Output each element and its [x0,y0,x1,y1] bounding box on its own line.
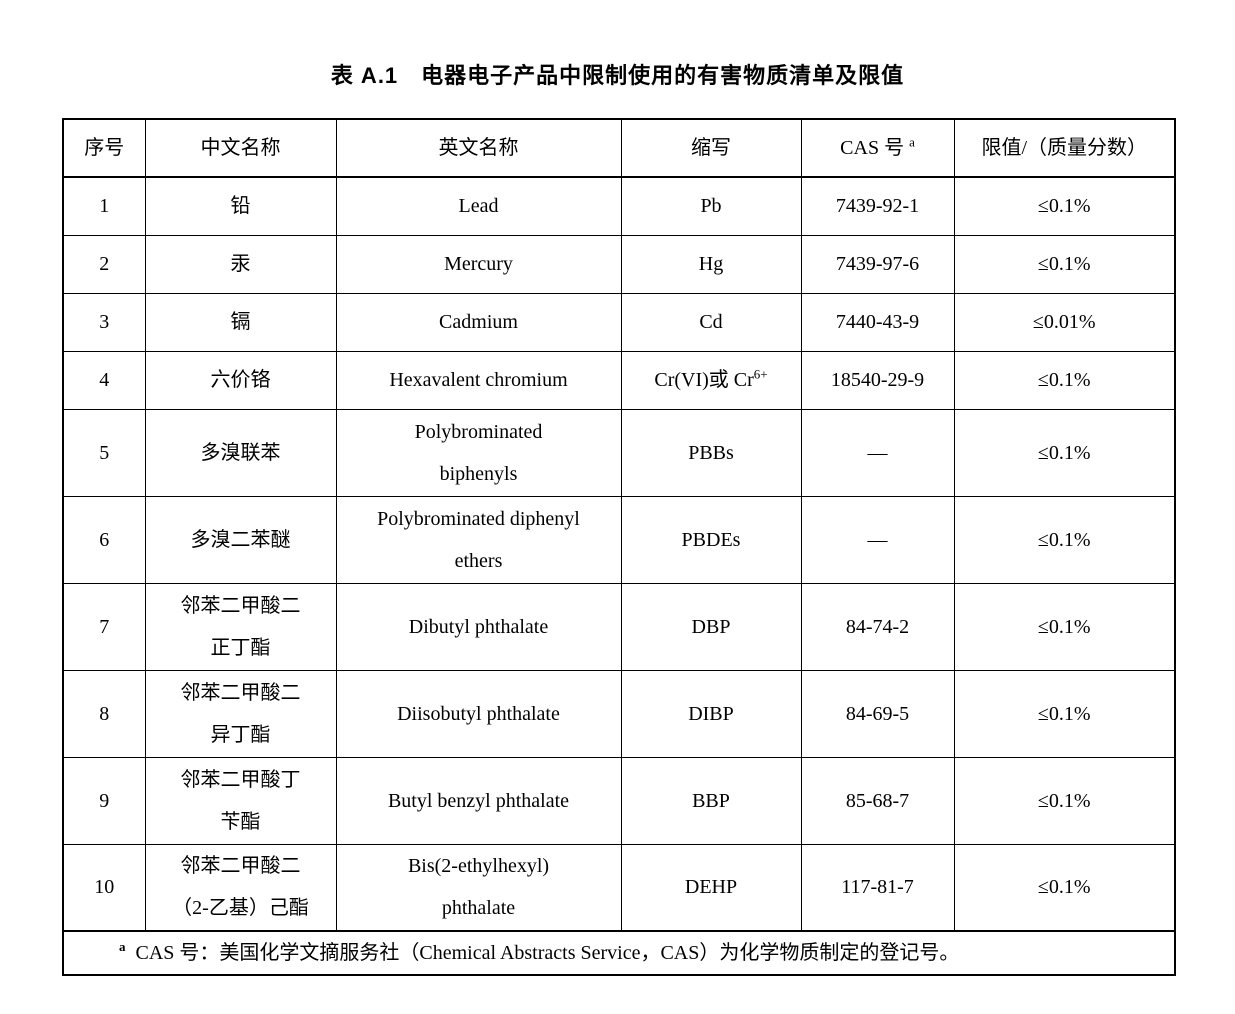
cell-no: 1 [62,176,146,236]
cell-cas: 117-81-7 [800,843,955,932]
table-row-cadmium: 3 镉 Cadmium Cd 7440-43-9 ≤0.01% [62,292,1176,352]
cell-no: 7 [62,582,146,671]
cell-en-name: Lead [335,176,622,236]
cell-en-name: Hexavalent chromium [335,350,622,410]
cell-cn-name: 汞 [144,234,337,294]
cell-en-name: Cadmium [335,292,622,352]
cell-limit: ≤0.01% [953,292,1176,352]
cell-cas: 84-69-5 [800,669,955,758]
cas-header-text: CAS 号 [840,137,905,159]
cell-en-name: Bis(2-ethylhexyl) phthalate [335,843,622,932]
cell-cas: — [800,408,955,497]
cell-limit: ≤0.1% [953,582,1176,671]
table-row-hexavalent-chromium: 4 六价铬 Hexavalent chromium Cr(VI)或 Cr6+ 1… [62,350,1176,410]
cell-limit: ≤0.1% [953,843,1176,932]
table-row-mercury: 2 汞 Mercury Hg 7439-97-6 ≤0.1% [62,234,1176,294]
cell-cas: 84-74-2 [800,582,955,671]
table-row-bbp: 9 邻苯二甲酸丁 苄酯 Butyl benzyl phthalate BBP 8… [62,756,1176,845]
header-row: 序号 中文名称 英文名称 缩写 CAS 号 a 限值/（质量分数） [62,118,1176,178]
cell-limit: ≤0.1% [953,495,1176,584]
cell-abbr: DBP [620,582,802,671]
table-caption: 表 A.1 电器电子产品中限制使用的有害物质清单及限值 [330,63,905,88]
cell-en-name: Mercury [335,234,622,294]
cell-no: 2 [62,234,146,294]
cell-en-name: Diisobutyl phthalate [335,669,622,758]
cell-limit: ≤0.1% [953,350,1176,410]
cell-no: 6 [62,495,146,584]
footnote-cell: a CAS 号：美国化学文摘服务社（Chemical Abstracts Serv… [62,930,1176,976]
col-header-limit: 限值/（质量分数） [953,118,1176,178]
cell-cas: 7439-97-6 [800,234,955,294]
table-row-pbdes: 6 多溴二苯醚 Polybrominated diphenyl ethers P… [62,495,1176,584]
table-row-pbbs: 5 多溴联苯 Polybrominated biphenyls PBBs — ≤… [62,408,1176,497]
cell-no: 5 [62,408,146,497]
cell-cn-name: 邻苯二甲酸二 正丁酯 [144,582,337,671]
cell-limit: ≤0.1% [953,176,1176,236]
col-header-cas: CAS 号 a [800,118,955,178]
cell-limit: ≤0.1% [953,756,1176,845]
cell-cas: — [800,495,955,584]
col-header-en-name: 英文名称 [335,118,622,178]
cell-abbr: Pb [620,176,802,236]
cell-en-name: Polybrominated biphenyls [335,408,622,497]
col-header-no: 序号 [62,118,146,178]
table-row-dbp: 7 邻苯二甲酸二 正丁酯 Dibutyl phthalate DBP 84-74… [62,582,1176,671]
abbr-main: Cr(VI)或 Cr [654,369,754,391]
cell-abbr: PBBs [620,408,802,497]
cell-no: 9 [62,756,146,845]
footnote-marker: a [119,939,126,955]
cell-no: 4 [62,350,146,410]
table-row-dehp: 10 邻苯二甲酸二 （2-乙基）己酯 Bis(2-ethylhexyl) pht… [62,843,1176,932]
cell-en-name: Butyl benzyl phthalate [335,756,622,845]
hazardous-substances-table: 序号 中文名称 英文名称 缩写 CAS 号 a 限值/（质量分数） 1 铅 Le… [62,118,1176,976]
cas-header-superscript: a [909,134,915,150]
cell-cn-name: 邻苯二甲酸二 异丁酯 [144,669,337,758]
cell-abbr: BBP [620,756,802,845]
cell-abbr: Cd [620,292,802,352]
footnote-text: CAS 号：美国化学文摘服务社（Chemical Abstracts Servi… [135,942,960,964]
cell-no: 10 [62,843,146,932]
table-row-dibp: 8 邻苯二甲酸二 异丁酯 Diisobutyl phthalate DIBP 8… [62,669,1176,758]
cell-cas: 7439-92-1 [800,176,955,236]
footnote-row: a CAS 号：美国化学文摘服务社（Chemical Abstracts Serv… [62,930,1176,976]
cell-cn-name: 邻苯二甲酸丁 苄酯 [144,756,337,845]
cell-cas: 85-68-7 [800,756,955,845]
cell-cn-name: 镉 [144,292,337,352]
cell-abbr: PBDEs [620,495,802,584]
cell-no: 3 [62,292,146,352]
cell-abbr: DIBP [620,669,802,758]
abbr-superscript: 6+ [753,366,768,382]
cell-abbr: Cr(VI)或 Cr6+ [620,350,802,410]
cell-cn-name: 邻苯二甲酸二 （2-乙基）己酯 [144,843,337,932]
cell-cas: 7440-43-9 [800,292,955,352]
cell-cn-name: 多溴联苯 [144,408,337,497]
cell-no: 8 [62,669,146,758]
cell-en-name: Polybrominated diphenyl ethers [335,495,622,584]
col-header-cn-name: 中文名称 [144,118,337,178]
cell-cas: 18540-29-9 [800,350,955,410]
cell-limit: ≤0.1% [953,408,1176,497]
cell-cn-name: 六价铬 [144,350,337,410]
cell-cn-name: 铅 [144,176,337,236]
cell-cn-name: 多溴二苯醚 [144,495,337,584]
table-row-lead: 1 铅 Lead Pb 7439-92-1 ≤0.1% [62,176,1176,236]
cell-limit: ≤0.1% [953,234,1176,294]
cell-abbr: Hg [620,234,802,294]
cell-en-name: Dibutyl phthalate [335,582,622,671]
cell-limit: ≤0.1% [953,669,1176,758]
cell-abbr: DEHP [620,843,802,932]
col-header-abbr: 缩写 [620,118,802,178]
